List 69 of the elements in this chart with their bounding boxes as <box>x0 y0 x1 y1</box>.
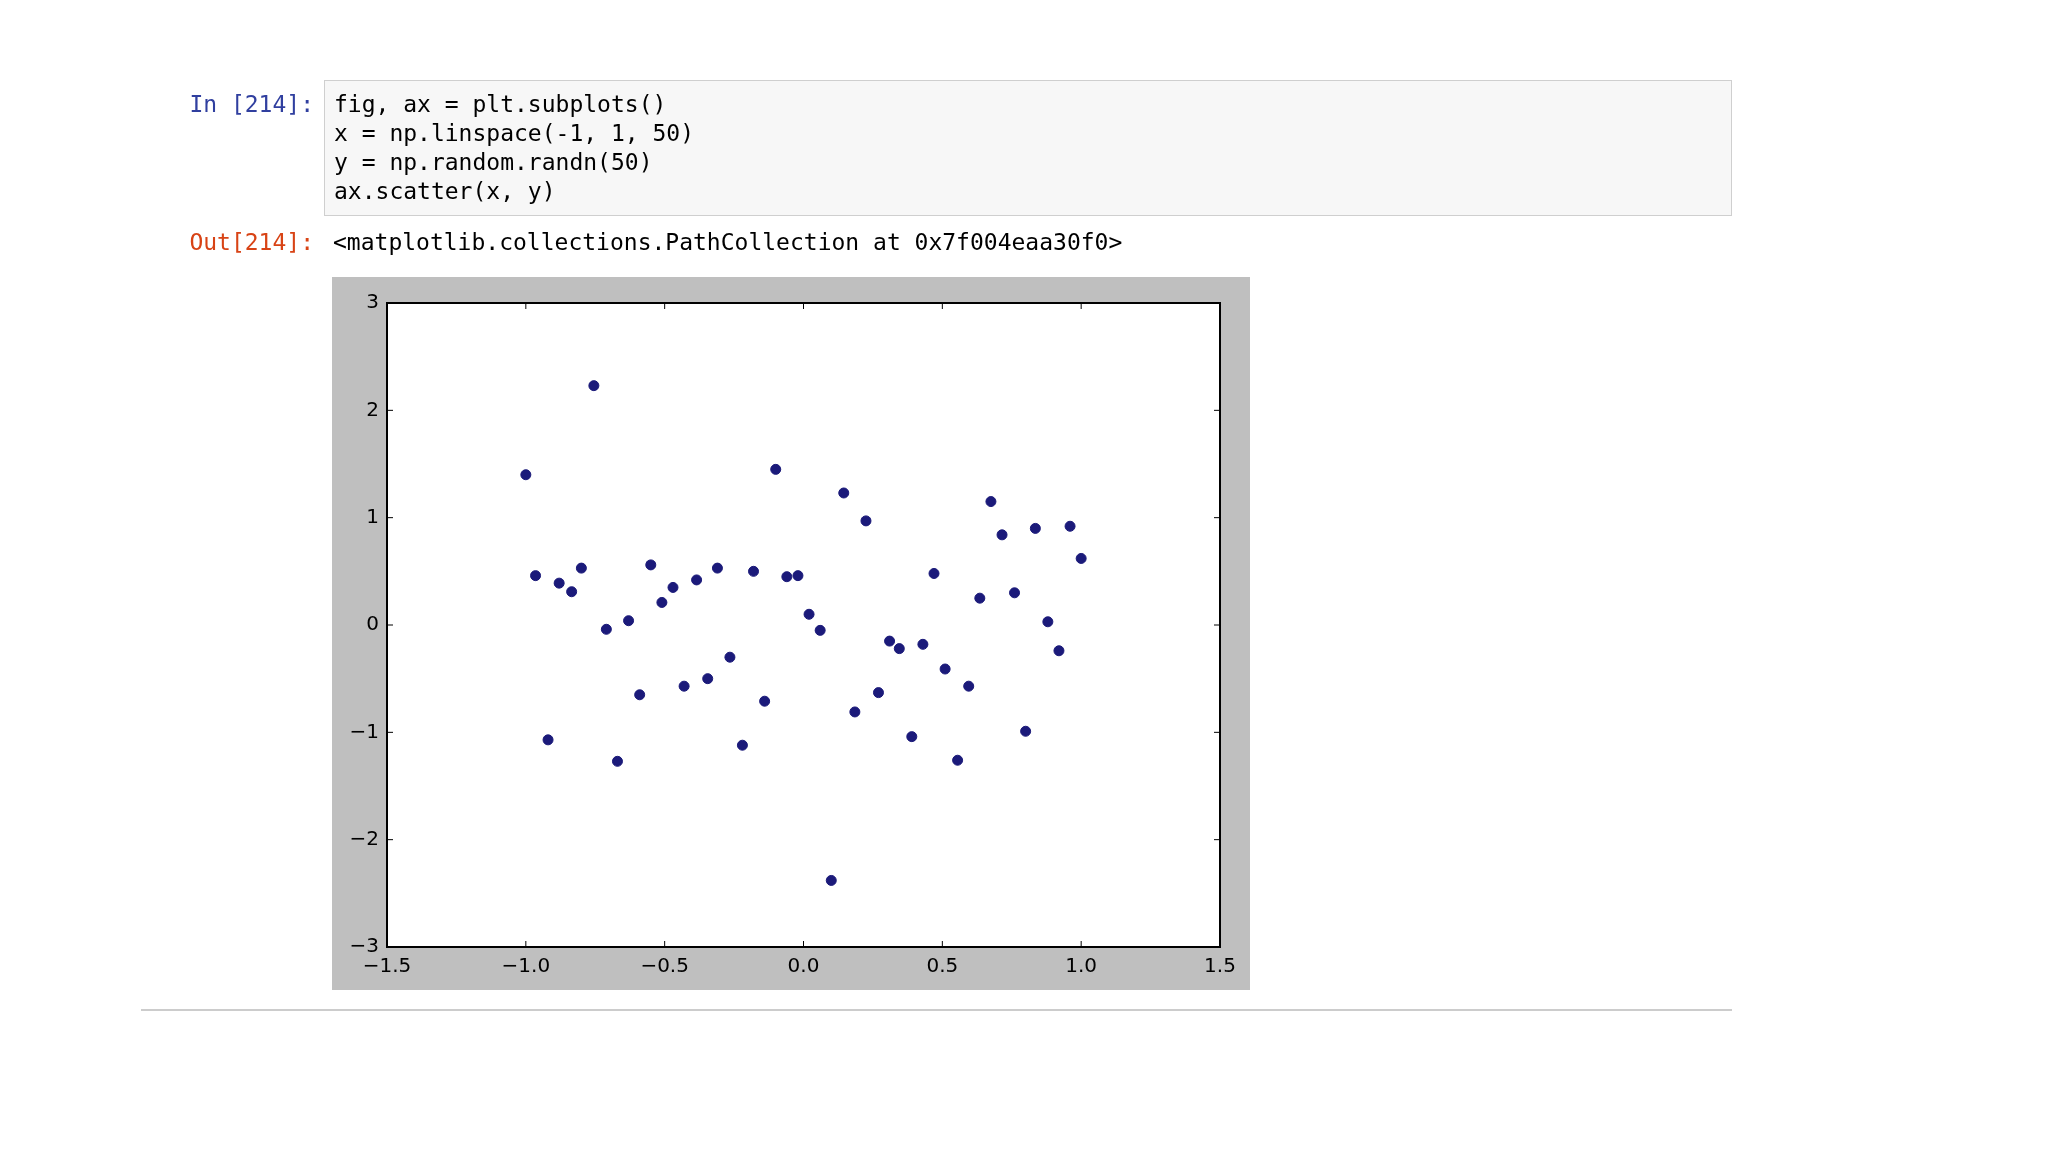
text: fig, ax = plt.subplots() <box>334 90 667 119</box>
point <box>792 570 804 582</box>
point <box>645 559 657 571</box>
point <box>678 680 690 692</box>
text: <matplotlib.collections.PathCollection at 0x7f004eaa30f0> <box>333 228 1123 257</box>
point <box>667 581 679 593</box>
point <box>1064 520 1076 532</box>
text: In [214]: <box>189 90 314 119</box>
text: Out[214]: <box>189 228 314 257</box>
point <box>553 577 565 589</box>
point <box>952 754 964 766</box>
y-tick-label: 1 <box>366 503 379 528</box>
point <box>611 755 623 767</box>
text: x = np.linspace(-1, 1, 50) <box>334 119 695 148</box>
text: y = np.random.randn(50) <box>334 148 653 177</box>
point <box>748 565 760 577</box>
point <box>1029 522 1041 534</box>
point <box>849 706 861 718</box>
point <box>872 687 884 699</box>
point <box>893 643 905 655</box>
point <box>770 463 782 475</box>
point <box>814 624 826 636</box>
point <box>906 731 918 743</box>
point <box>736 739 748 751</box>
point <box>860 515 872 527</box>
y-tick-label: 2 <box>366 396 379 421</box>
point <box>691 574 703 586</box>
point <box>520 469 532 481</box>
point <box>724 651 736 663</box>
point <box>600 623 612 635</box>
text: ax.scatter(x, y) <box>334 177 556 206</box>
point <box>575 562 587 574</box>
point <box>530 570 542 582</box>
y-tick-label: 3 <box>366 289 379 314</box>
y-tick-label: 0 <box>366 611 379 636</box>
x-tick-label: 0.5 <box>926 953 959 978</box>
point <box>588 380 600 392</box>
x-tick-label: 1.0 <box>1065 953 1098 978</box>
point <box>711 562 723 574</box>
y-tick-label: −2 <box>349 825 379 850</box>
x-tick-label: −0.5 <box>640 953 689 978</box>
point <box>884 635 896 647</box>
point <box>917 638 929 650</box>
point <box>838 487 850 499</box>
x-tick-label: 1.5 <box>1204 953 1236 978</box>
point <box>974 592 986 604</box>
point <box>634 689 646 701</box>
point <box>759 695 771 707</box>
point <box>623 615 635 627</box>
point <box>1042 616 1054 628</box>
point <box>542 734 554 746</box>
y-tick-label: −1 <box>349 718 379 743</box>
point <box>702 673 714 685</box>
point <box>963 680 975 692</box>
point <box>1009 587 1021 599</box>
x-tick-label: 0.0 <box>787 953 820 978</box>
point <box>1053 645 1065 657</box>
point <box>656 596 668 608</box>
point <box>1020 725 1032 737</box>
point <box>939 663 951 675</box>
point <box>781 571 793 583</box>
point <box>803 608 815 620</box>
point <box>825 874 837 886</box>
point <box>996 529 1008 541</box>
point <box>928 567 940 579</box>
point <box>566 586 578 598</box>
point <box>1075 552 1087 564</box>
x-tick-label: −1.0 <box>501 953 551 978</box>
point <box>985 496 997 508</box>
